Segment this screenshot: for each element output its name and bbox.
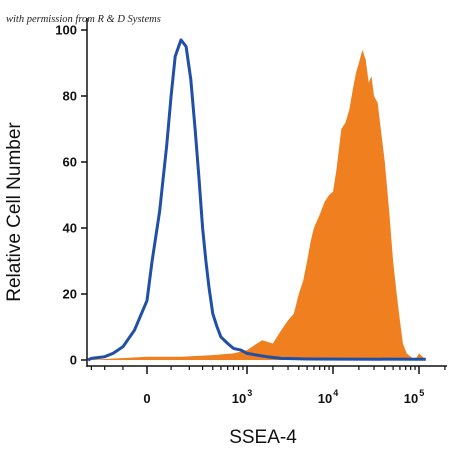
x-tick-label: 104 xyxy=(318,388,338,406)
series-stained-area xyxy=(88,49,426,361)
y-axis-title: Relative Cell Number xyxy=(4,122,25,302)
y-ticks: 0 20 40 60 80 100 xyxy=(55,23,87,368)
x-minor-ticks xyxy=(90,366,446,370)
x-ticks: 0 103 104 105 xyxy=(143,366,424,406)
y-tick-label: 80 xyxy=(63,89,77,104)
x-tick-exponent: 3 xyxy=(247,388,252,398)
y-tick-label: 40 xyxy=(63,221,77,236)
x-tick-exponent: 4 xyxy=(333,388,338,398)
x-tick-label: 0 xyxy=(143,391,150,406)
plot-series xyxy=(87,38,426,362)
series-isotype-line xyxy=(87,38,426,362)
y-tick-label: 60 xyxy=(63,155,77,170)
watermark-text: with permission from R & D Systems xyxy=(6,14,161,25)
x-tick-label: 103 xyxy=(232,388,252,406)
y-tick-label: 100 xyxy=(55,23,77,38)
y-tick-label: 20 xyxy=(63,287,77,302)
x-axis-title: SSEA-4 xyxy=(229,427,297,448)
x-tick-label: 105 xyxy=(404,388,424,406)
y-tick-label: 0 xyxy=(70,353,77,368)
x-tick-exponent: 5 xyxy=(419,388,424,398)
